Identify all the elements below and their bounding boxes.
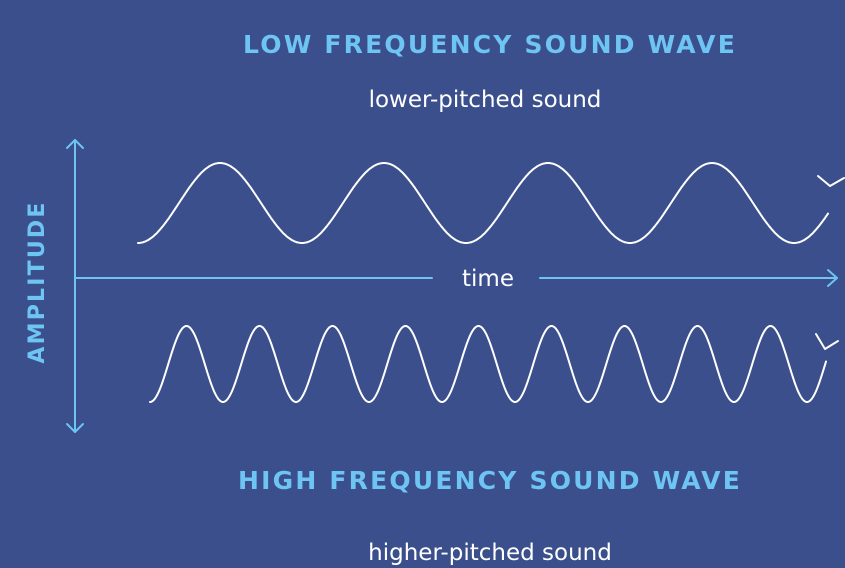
amplitude-down-arrow-icon [66,423,84,433]
high-frequency-title: HIGH FREQUENCY SOUND WAVE [238,466,742,495]
high-wave-arrow-icon [815,333,839,350]
time-axis [74,269,838,287]
amplitude-label: AMPLITUDE [25,200,50,363]
amplitude-up-arrow-icon [66,139,84,149]
time-right-arrow-icon [827,269,838,287]
low-frequency-title: LOW FREQUENCY SOUND WAVE [243,30,737,59]
high-frequency-wave [149,325,827,403]
high-frequency-subtitle: higher-pitched sound [368,540,612,566]
low-frequency-subtitle: lower-pitched sound [369,87,602,113]
time-label: time [462,266,514,292]
low-frequency-wave [137,162,829,244]
low-wave-arrow-icon [817,175,845,187]
amplitude-axis [66,139,84,433]
